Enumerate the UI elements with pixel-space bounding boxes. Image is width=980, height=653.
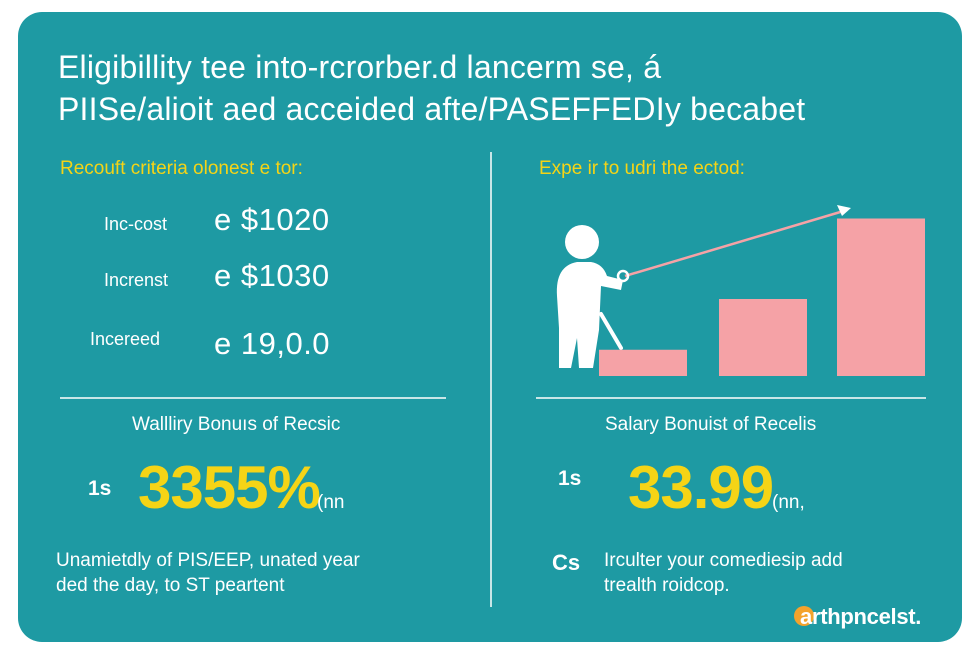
column-divider xyxy=(490,152,492,607)
page-title: Eligibillity tee into-rcrorber.d lancerm… xyxy=(58,46,938,130)
criteria-row-value-3: e 19,0.0 xyxy=(214,326,331,361)
criteria-row-value-1: e $1020 xyxy=(214,202,330,237)
right-note-prefix: Cs xyxy=(552,550,581,575)
left-divider xyxy=(60,397,446,399)
right-bonus-suffix: (nn, xyxy=(772,492,805,513)
logo-mark-icon xyxy=(794,606,814,626)
growth-chart xyxy=(556,205,925,376)
chart-bar-1 xyxy=(599,349,687,376)
title-line-2: PIISe/alioit aed acceided afte/PASEFFEDI… xyxy=(58,91,806,127)
chart-bar-2 xyxy=(719,299,807,376)
person-pointer-icon xyxy=(556,225,623,368)
person-cane xyxy=(599,312,623,350)
pointer-line xyxy=(624,208,848,278)
experience-heading: Expe ir to udri the ectod: xyxy=(539,158,745,179)
left-bonus-prefix: 1s xyxy=(88,477,112,500)
right-bonus-prefix: 1s xyxy=(558,467,582,490)
person-body xyxy=(556,262,623,368)
chart-bars xyxy=(599,218,925,376)
left-bonus-suffix: (nn xyxy=(317,492,345,513)
right-note-line-1: Irculter your comediesip add xyxy=(604,550,843,571)
criteria-row-label-1: Inc-cost xyxy=(104,214,168,234)
person-head xyxy=(565,225,599,259)
left-bonus-value: 3355% xyxy=(138,454,321,521)
title-line-1: Eligibillity tee into-rcrorber.d lancerm… xyxy=(58,49,662,85)
logo-first-letter: a xyxy=(800,604,812,629)
right-divider xyxy=(536,397,926,399)
brand-logo: arthpncelst. xyxy=(794,604,921,630)
right-bonus-value: 33.99 xyxy=(628,454,774,521)
criteria-row-label-3: Incereed xyxy=(90,329,161,349)
pointer-ring xyxy=(616,269,630,283)
criteria-row-value-2: e $1030 xyxy=(214,258,330,293)
logo-text: rthpncelst. xyxy=(811,604,922,629)
infographic-card: Eligibillity tee into-rcrorber.d lancerm… xyxy=(18,12,962,642)
left-note-line-2: ded the day, to ST peartent xyxy=(56,575,285,596)
right-note-line-2: trealth roidcop. xyxy=(604,575,730,596)
left-note-line-1: Unamietdly of PIS/EEP, unated year xyxy=(56,550,360,571)
criteria-row-label-2: Increnst xyxy=(104,270,169,290)
pointer-arrowhead xyxy=(837,205,851,216)
left-bonus-title: Wallliry Bonuıs of Recsic xyxy=(132,414,341,435)
left-bonus-note: Unamietdly of PIS/EEP, unated year ded t… xyxy=(56,548,360,598)
right-bonus-title: Salary Bonuist of Recelis xyxy=(605,414,817,435)
right-bonus-note: Irculter your comediesip add trealth roi… xyxy=(604,548,843,598)
criteria-heading: Recouft criteria olonest e tor: xyxy=(60,158,303,179)
chart-bar-3 xyxy=(837,218,925,376)
